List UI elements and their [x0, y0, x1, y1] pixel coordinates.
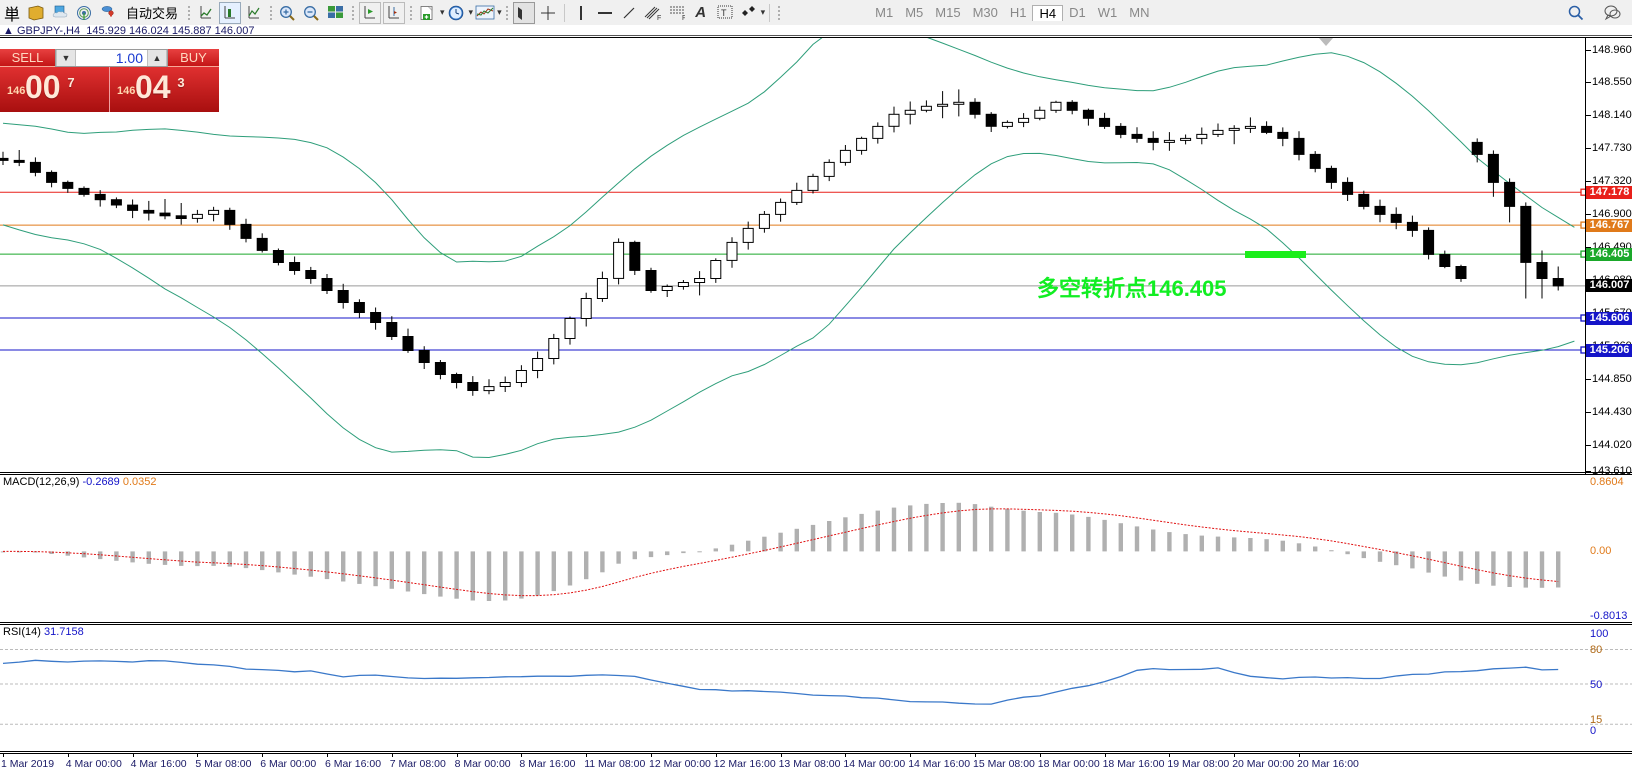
- svg-text:F: F: [682, 15, 685, 21]
- svg-text:F: F: [657, 15, 661, 21]
- svg-text:多空转折点146.405: 多空转折点146.405: [1037, 276, 1227, 301]
- svg-text:T: T: [721, 8, 727, 18]
